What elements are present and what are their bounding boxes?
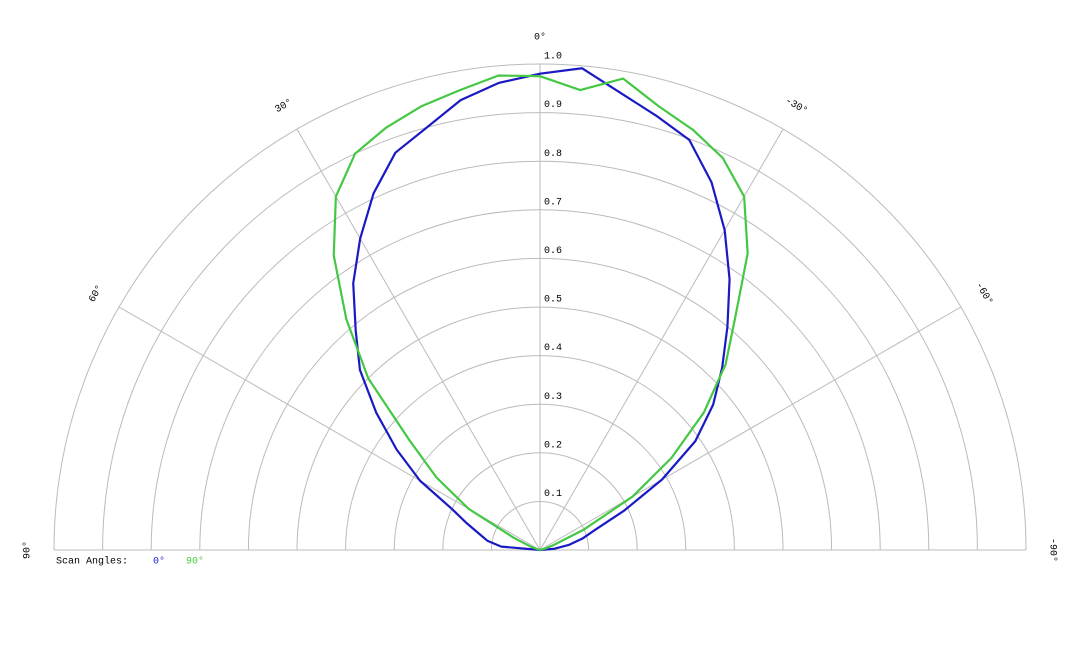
- r-tick-label: 0.9: [544, 100, 562, 111]
- r-tick-label: 0.8: [544, 149, 562, 160]
- series-line: [352, 67, 731, 552]
- legend-entry: 0°: [153, 556, 165, 568]
- r-tick-label: 0.3: [544, 392, 562, 403]
- series-line: [332, 74, 749, 552]
- grid-spoke: [539, 306, 962, 551]
- angle-tick-label: 30°: [273, 97, 295, 116]
- r-tick-label: 0.2: [544, 440, 562, 451]
- legend-title: Scan Angles:: [56, 556, 128, 568]
- angle-tick-label: -90°: [1046, 538, 1058, 562]
- r-tick-label: 0.4: [544, 343, 562, 354]
- angle-tick-label: -30°: [783, 95, 810, 117]
- r-tick-label: 0.5: [544, 295, 562, 306]
- angle-tick-label: 0°: [534, 32, 546, 44]
- r-tick-label: 1.0: [544, 52, 562, 63]
- r-tick-label: 0.1: [544, 489, 562, 500]
- angle-tick-label: 60°: [87, 283, 106, 305]
- r-tick-label: 0.6: [544, 246, 562, 257]
- legend-entry: 90°: [186, 556, 204, 568]
- angle-tick-label: 90°: [22, 541, 34, 559]
- r-tick-label: 0.7: [544, 197, 562, 208]
- grid-spoke: [296, 128, 541, 551]
- angle-tick-label: -60°: [973, 280, 995, 307]
- grid-spoke: [539, 128, 784, 551]
